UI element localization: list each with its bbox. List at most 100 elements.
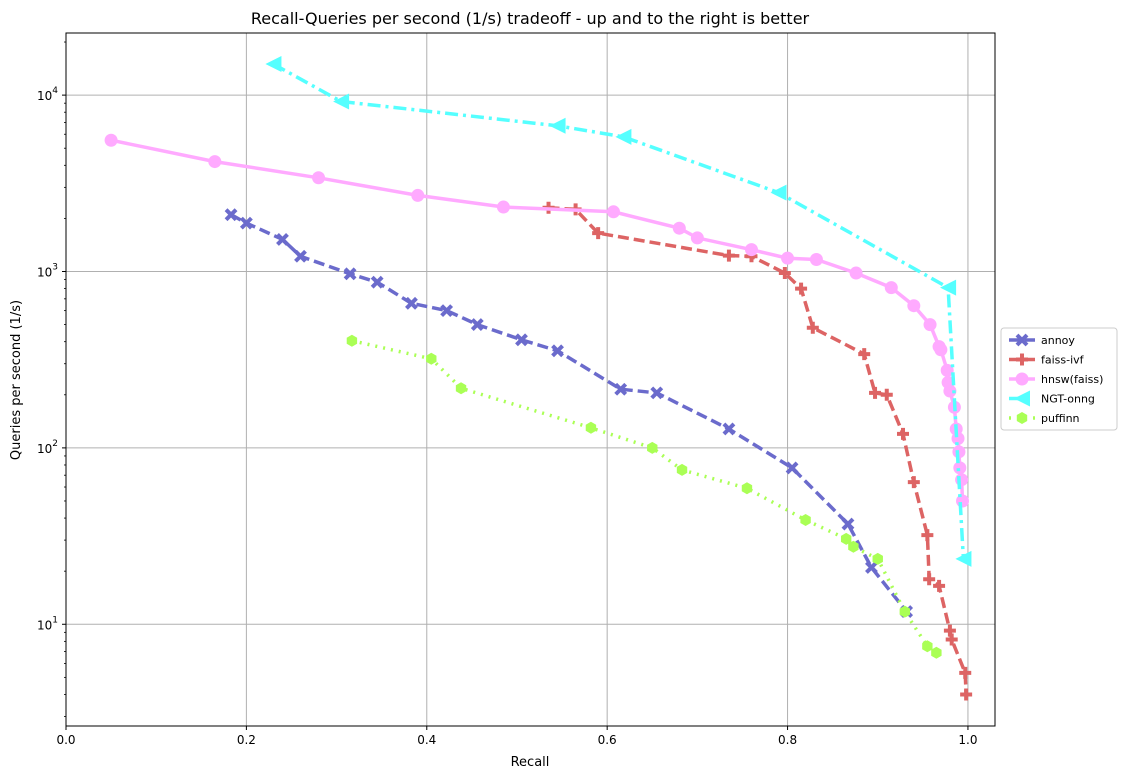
data-point bbox=[880, 388, 893, 401]
data-point bbox=[953, 461, 967, 475]
data-point bbox=[940, 279, 957, 296]
data-point bbox=[606, 205, 620, 219]
series-line bbox=[230, 213, 908, 613]
legend-marker bbox=[1015, 333, 1029, 347]
data-point bbox=[960, 688, 973, 701]
data-point bbox=[907, 299, 921, 313]
data-point bbox=[515, 333, 528, 347]
data-point bbox=[676, 463, 688, 476]
data-point bbox=[943, 384, 957, 398]
data-point bbox=[592, 227, 605, 240]
data-point bbox=[800, 514, 811, 527]
data-point bbox=[849, 266, 863, 280]
legend: annoy faiss-ivf hnsw(faiss) NGT-onng puffinn bbox=[1000, 327, 1118, 431]
plot-frame bbox=[65, 32, 996, 727]
legend-label: hnsw(faiss) bbox=[1041, 373, 1103, 386]
data-point bbox=[945, 633, 958, 646]
data-point bbox=[722, 249, 735, 262]
data-point bbox=[858, 348, 871, 361]
data-point bbox=[959, 666, 972, 679]
data-point bbox=[785, 461, 799, 475]
data-point bbox=[294, 249, 307, 263]
data-point bbox=[931, 646, 942, 659]
data-point bbox=[955, 550, 972, 567]
data-point bbox=[440, 304, 454, 318]
data-point bbox=[551, 344, 564, 358]
data-point bbox=[741, 482, 753, 495]
data-point bbox=[884, 281, 898, 295]
data-point bbox=[614, 382, 628, 396]
y-axis-label: Queries per second (1/s) bbox=[9, 300, 24, 460]
data-point bbox=[496, 200, 510, 214]
data-point bbox=[848, 540, 859, 553]
data-point bbox=[239, 216, 253, 230]
data-point bbox=[224, 208, 238, 222]
data-point bbox=[405, 296, 418, 310]
x-tick-label: 0.8 bbox=[778, 733, 797, 747]
axis-ticks: 0.0 0.2 0.4 0.6 0.8 1.0 101 102 103 104 bbox=[37, 41, 977, 747]
legend-label: puffinn bbox=[1041, 412, 1080, 425]
series-line bbox=[351, 338, 938, 655]
data-point bbox=[426, 352, 437, 365]
data-point bbox=[549, 117, 566, 134]
data-point bbox=[907, 476, 920, 489]
y-tick-label: 104 bbox=[37, 86, 58, 103]
data-point bbox=[722, 422, 736, 436]
x-tick-label: 0.2 bbox=[237, 733, 256, 747]
data-point bbox=[795, 282, 808, 295]
data-point bbox=[933, 579, 946, 592]
y-tick-label: 103 bbox=[37, 263, 58, 280]
legend-item: annoy bbox=[1009, 333, 1075, 347]
data-point bbox=[956, 494, 970, 508]
data-point bbox=[940, 363, 954, 377]
data-point bbox=[690, 231, 704, 245]
chart-title: Recall-Queries per second (1/s) tradeoff… bbox=[251, 9, 810, 28]
data-point bbox=[744, 243, 758, 257]
data-point bbox=[672, 221, 686, 235]
legend-label: annoy bbox=[1041, 334, 1075, 347]
legend-item: NGT-onng bbox=[1009, 390, 1095, 407]
legend-marker bbox=[1016, 353, 1028, 366]
x-tick-label: 0.4 bbox=[417, 733, 436, 747]
data-point bbox=[865, 561, 878, 574]
series-puffinn bbox=[346, 334, 942, 659]
data-point bbox=[872, 552, 883, 565]
data-point bbox=[615, 128, 632, 145]
data-point bbox=[897, 427, 910, 440]
data-point bbox=[781, 251, 795, 265]
plot-area bbox=[104, 56, 973, 701]
legend-marker bbox=[1015, 372, 1029, 386]
data-point bbox=[208, 155, 222, 169]
x-tick-label: 0.0 bbox=[56, 733, 75, 747]
y-tick-label: 101 bbox=[37, 615, 58, 632]
data-point bbox=[343, 267, 357, 281]
data-point bbox=[370, 275, 384, 289]
data-point bbox=[899, 605, 911, 618]
data-point bbox=[922, 640, 933, 653]
data-point bbox=[312, 171, 326, 185]
data-point bbox=[650, 386, 664, 400]
legend-item: hnsw(faiss) bbox=[1009, 372, 1103, 386]
data-point bbox=[585, 421, 597, 434]
x-tick-label: 1.0 bbox=[958, 733, 977, 747]
data-point bbox=[411, 188, 425, 202]
x-axis-label: Recall bbox=[511, 755, 550, 770]
data-point bbox=[770, 184, 787, 201]
data-point bbox=[276, 233, 289, 246]
legend-label: faiss-ivf bbox=[1041, 354, 1085, 367]
series-annoy bbox=[224, 208, 914, 619]
series-line bbox=[110, 138, 965, 502]
data-point bbox=[806, 321, 819, 334]
data-point bbox=[346, 334, 358, 347]
data-point bbox=[455, 382, 467, 395]
legend-label: NGT-onng bbox=[1041, 393, 1095, 406]
series-hnsw-faiss- bbox=[104, 133, 970, 508]
legend-item: puffinn bbox=[1009, 412, 1080, 425]
data-point bbox=[809, 252, 823, 266]
data-point bbox=[470, 318, 484, 332]
data-point bbox=[923, 573, 936, 586]
legend-marker bbox=[1014, 390, 1030, 407]
series-ngt-onng bbox=[265, 56, 972, 567]
data-point bbox=[869, 386, 882, 399]
data-point bbox=[840, 532, 852, 545]
